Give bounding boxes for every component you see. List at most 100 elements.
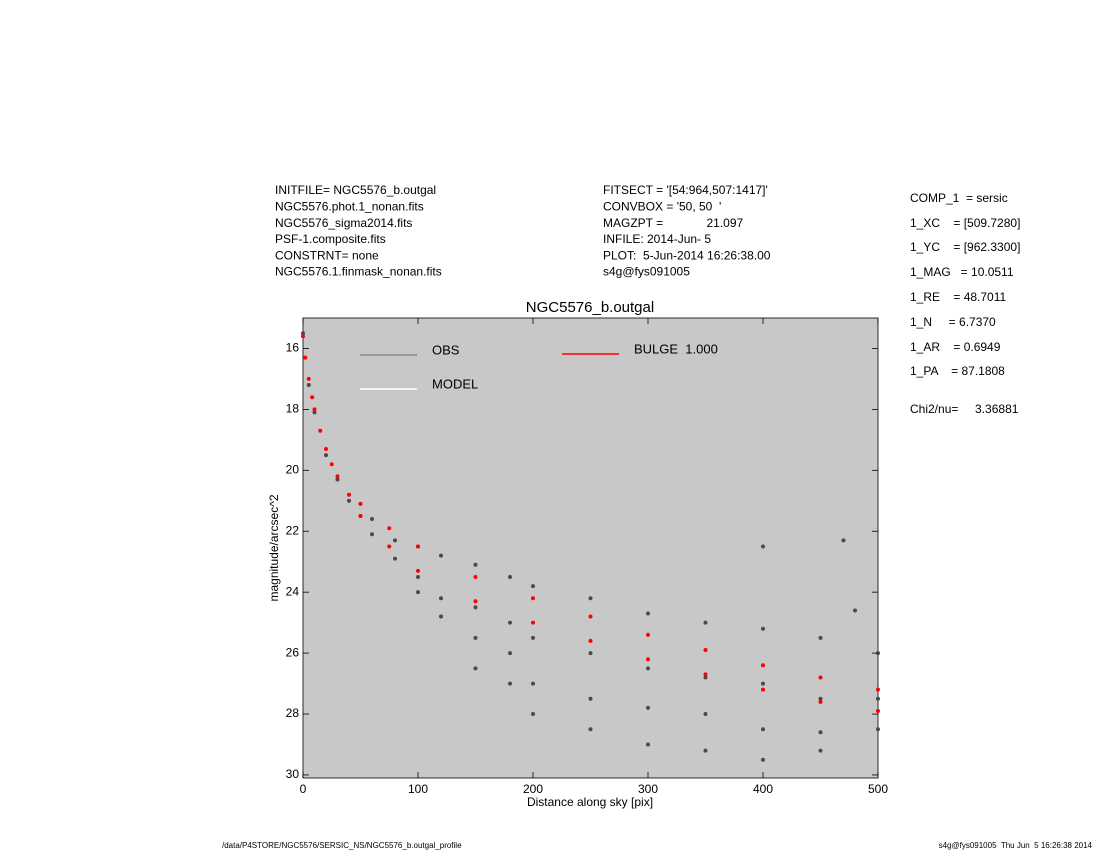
x-tick-label: 100 bbox=[408, 782, 428, 796]
legend-label: OBS bbox=[432, 342, 460, 357]
data-point bbox=[876, 696, 880, 701]
data-point bbox=[761, 663, 765, 668]
data-point bbox=[841, 538, 846, 543]
data-point bbox=[646, 742, 650, 747]
data-point bbox=[646, 705, 650, 710]
data-point bbox=[312, 407, 317, 412]
data-point bbox=[358, 514, 363, 519]
data-point bbox=[473, 635, 478, 640]
data-point bbox=[876, 727, 880, 732]
x-tick-label: 500 bbox=[868, 782, 888, 796]
data-point bbox=[347, 498, 351, 503]
data-point bbox=[818, 675, 823, 680]
y-axis-label: magnitude/arcsec^2 bbox=[267, 494, 281, 601]
data-point bbox=[531, 635, 535, 640]
data-point bbox=[473, 562, 478, 567]
data-point bbox=[531, 681, 535, 686]
data-point bbox=[508, 651, 512, 656]
data-point bbox=[508, 681, 512, 686]
data-point bbox=[303, 355, 308, 360]
data-point bbox=[818, 696, 823, 701]
data-point bbox=[761, 681, 765, 686]
data-point bbox=[646, 666, 650, 671]
x-tick-label: 200 bbox=[523, 782, 543, 796]
data-point bbox=[588, 727, 593, 732]
data-point bbox=[416, 590, 420, 595]
data-point bbox=[818, 635, 823, 640]
header-middle-line: MAGZPT = 21.097 bbox=[603, 216, 743, 230]
data-point bbox=[439, 614, 443, 619]
x-tick-label: 300 bbox=[638, 782, 658, 796]
footer-left: /data/P4STORE/NGC5576/SERSIC_NS/NGC5576_… bbox=[222, 841, 462, 850]
x-tick-label: 400 bbox=[753, 782, 773, 796]
data-point bbox=[393, 556, 397, 561]
header-left-line: NGC5576_sigma2014.fits bbox=[275, 216, 412, 230]
data-point bbox=[703, 748, 708, 753]
y-tick-label: 24 bbox=[286, 584, 300, 598]
data-point bbox=[347, 492, 351, 497]
data-point bbox=[358, 501, 363, 506]
data-point bbox=[703, 675, 708, 680]
header-middle-line: CONVBOX = '50, 50 ' bbox=[603, 199, 721, 213]
header-right-line: COMP_1 = sersic bbox=[910, 191, 1008, 205]
data-point bbox=[416, 574, 420, 579]
points bbox=[301, 331, 880, 762]
header-left-line: NGC5576.phot.1_nonan.fits bbox=[275, 199, 424, 213]
x-tick-label: 0 bbox=[300, 782, 307, 796]
data-point bbox=[335, 477, 340, 482]
data-point bbox=[306, 383, 311, 388]
data-point bbox=[646, 611, 650, 616]
data-point bbox=[646, 657, 650, 662]
data-point bbox=[703, 620, 708, 625]
header-right-line: 1_RE = 48.7011 bbox=[910, 290, 1007, 304]
header-right-line: Chi2/nu= 3.36881 bbox=[910, 402, 1019, 416]
data-point bbox=[324, 446, 328, 451]
data-point bbox=[508, 620, 512, 625]
data-point bbox=[853, 608, 857, 613]
data-point bbox=[370, 532, 374, 537]
data-point bbox=[473, 605, 478, 610]
data-point bbox=[301, 334, 305, 339]
header-middle-line: FITSECT = '[54:964,507:1417]' bbox=[603, 183, 768, 197]
data-point bbox=[531, 584, 535, 589]
header-right-line: 1_MAG = 10.0511 bbox=[910, 265, 1014, 279]
data-point bbox=[312, 410, 317, 415]
data-point bbox=[876, 708, 880, 713]
data-point bbox=[531, 712, 535, 717]
legend-label: BULGE 1.000 bbox=[634, 341, 718, 356]
data-point bbox=[387, 544, 392, 549]
plot-area bbox=[302, 317, 879, 779]
data-point bbox=[329, 462, 334, 467]
data-point bbox=[370, 517, 374, 522]
chart-title: NGC5576_b.outgal bbox=[526, 299, 654, 316]
legend-label: MODEL bbox=[432, 376, 478, 391]
x-axis-label: Distance along sky [pix] bbox=[527, 795, 653, 809]
data-point bbox=[818, 699, 823, 704]
y-tick-label: 18 bbox=[286, 402, 300, 416]
data-point bbox=[335, 474, 340, 479]
data-point bbox=[531, 596, 535, 601]
data-point bbox=[393, 538, 397, 543]
y-tick-label: 30 bbox=[286, 767, 300, 781]
data-point bbox=[439, 553, 443, 558]
data-point bbox=[439, 596, 443, 601]
header-left-line: NGC5576.1.finmask_nonan.fits bbox=[275, 265, 442, 279]
data-point bbox=[387, 526, 392, 531]
data-point bbox=[703, 712, 708, 717]
header: INITFILE= NGC5576_b.outgal NGC5576.phot.1… bbox=[275, 183, 1020, 416]
data-point bbox=[818, 730, 823, 735]
data-point bbox=[306, 376, 311, 381]
data-point bbox=[473, 666, 478, 671]
data-point bbox=[588, 614, 593, 619]
data-point bbox=[761, 757, 765, 762]
data-point bbox=[473, 574, 478, 579]
axes: 0 100 200 300 400 500 16 18 20 22 24 26 28 30 OBS MODEL… bbox=[286, 318, 888, 796]
data-point bbox=[646, 632, 650, 637]
data-point bbox=[301, 331, 305, 336]
data-point bbox=[703, 648, 708, 653]
data-point bbox=[416, 568, 420, 573]
data-point bbox=[876, 687, 880, 692]
header-left-line: CONSTRNT= none bbox=[275, 248, 379, 262]
